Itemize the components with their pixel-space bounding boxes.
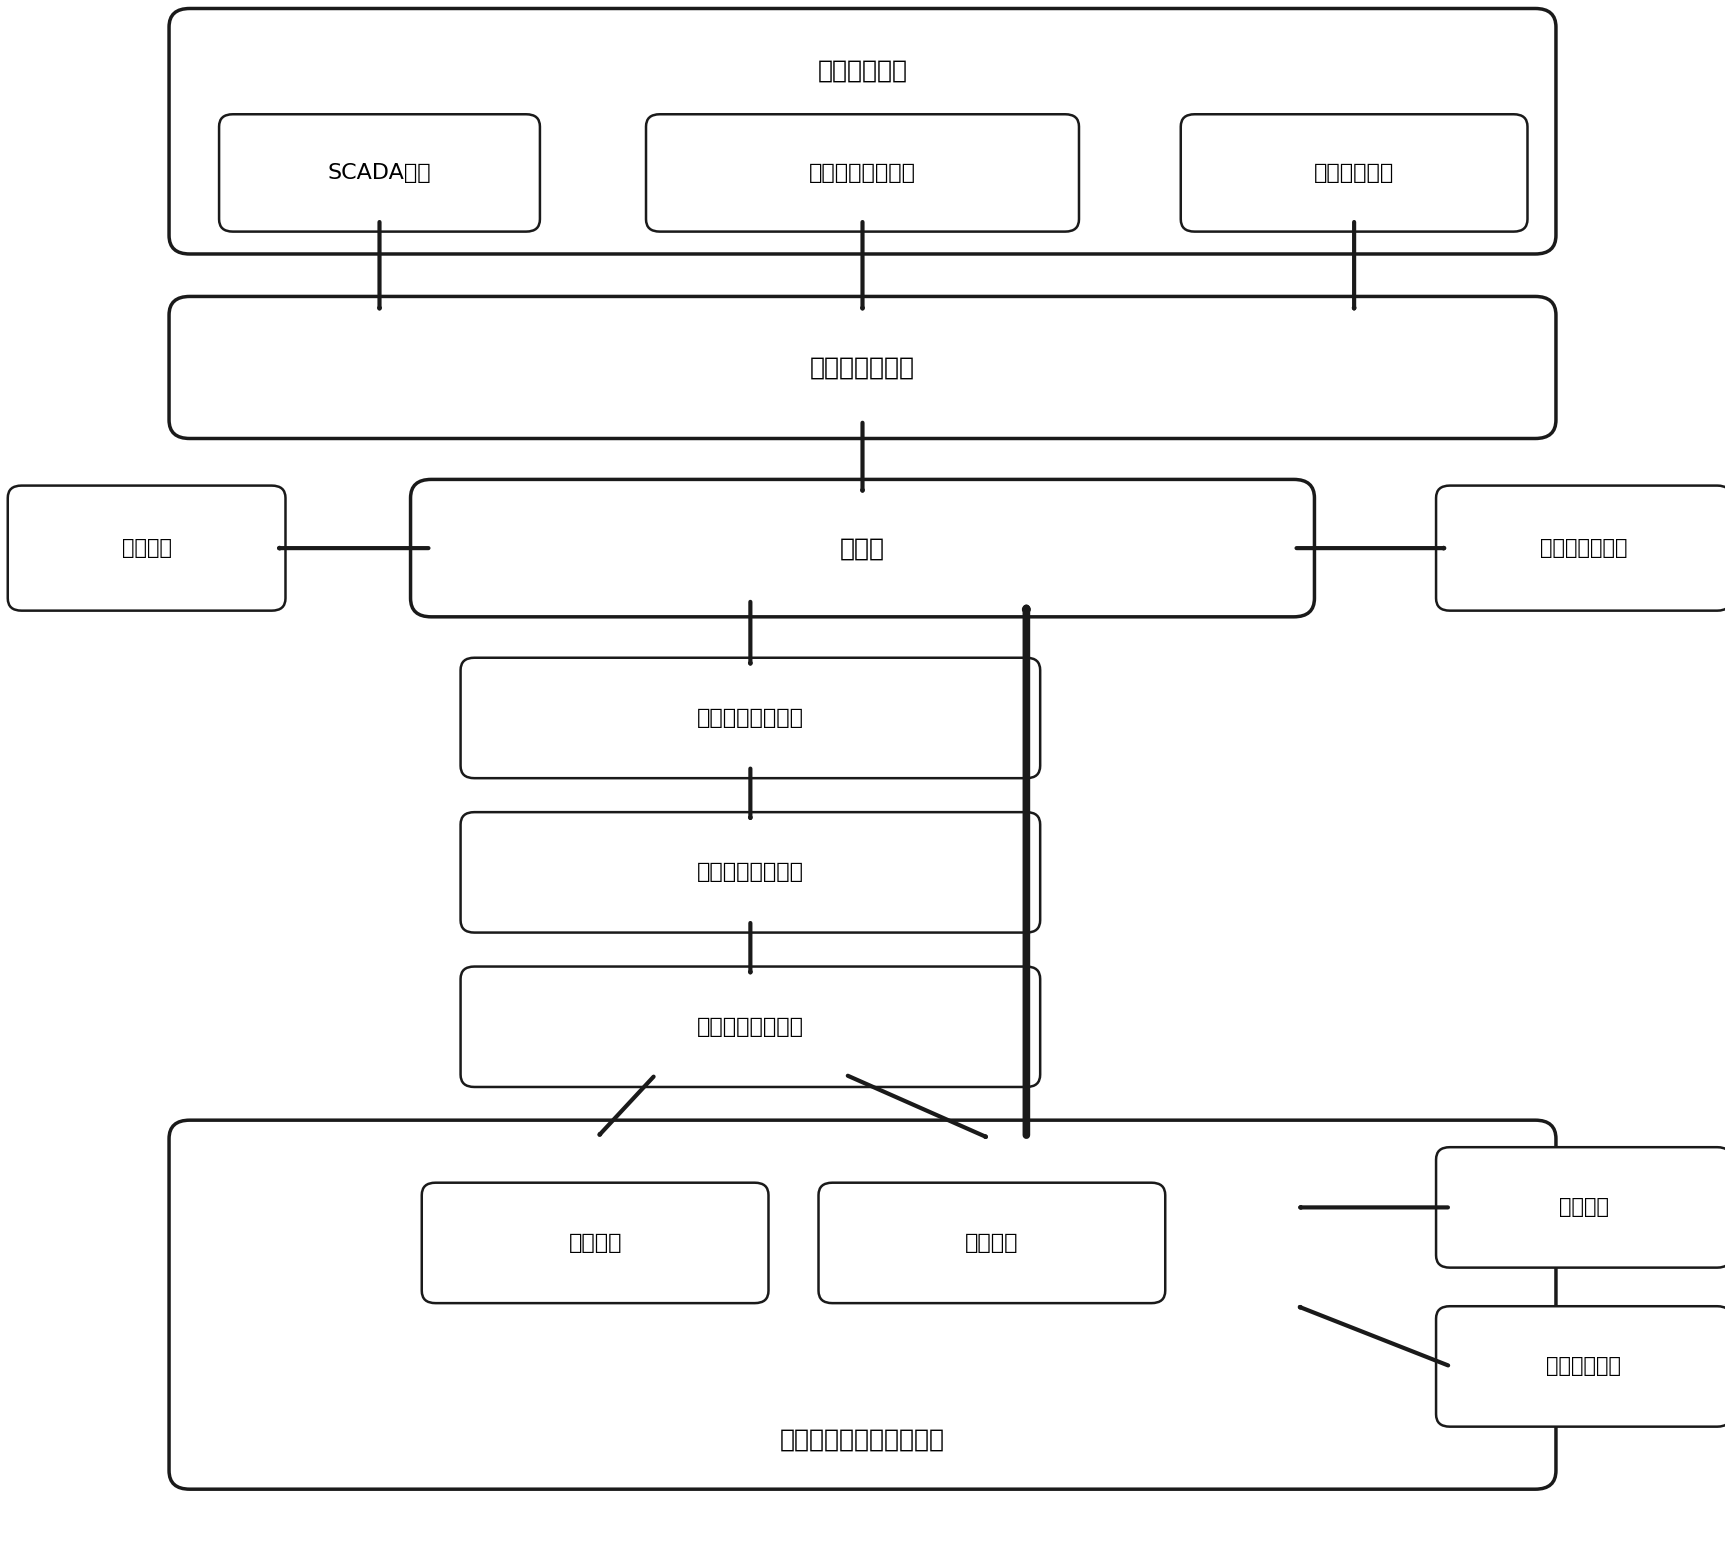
FancyBboxPatch shape (818, 1183, 1166, 1303)
Text: 数据库: 数据库 (840, 536, 885, 560)
FancyBboxPatch shape (411, 479, 1314, 616)
Text: 预测单值: 预测单值 (568, 1234, 623, 1252)
Text: 预测模型训练模块: 预测模型训练模块 (697, 1017, 804, 1036)
Text: SCADA系统: SCADA系统 (328, 164, 431, 182)
Text: 风电场运行控制: 风电场运行控制 (1540, 539, 1627, 557)
FancyBboxPatch shape (461, 967, 1040, 1087)
FancyBboxPatch shape (461, 658, 1040, 778)
Text: 波动范围: 波动范围 (964, 1234, 1019, 1252)
FancyBboxPatch shape (1435, 1306, 1725, 1427)
Text: 测试数据: 测试数据 (1559, 1198, 1608, 1217)
FancyBboxPatch shape (169, 1121, 1556, 1488)
Text: 模型参数优化模块: 模型参数优化模块 (697, 863, 804, 882)
Text: 风电场测风塔: 风电场测风塔 (1314, 164, 1394, 182)
Text: 训练样本筛选模块: 训练样本筛选模块 (697, 709, 804, 727)
FancyBboxPatch shape (421, 1183, 768, 1303)
Text: 数据预处理模块: 数据预处理模块 (811, 355, 914, 380)
Text: 电网调度: 电网调度 (122, 539, 171, 557)
FancyBboxPatch shape (169, 8, 1556, 253)
Text: 置信水平参数: 置信水平参数 (1546, 1357, 1622, 1376)
Text: 数据收集模块: 数据收集模块 (818, 59, 907, 82)
FancyBboxPatch shape (219, 114, 540, 232)
FancyBboxPatch shape (461, 812, 1040, 933)
FancyBboxPatch shape (645, 114, 1080, 232)
FancyBboxPatch shape (169, 296, 1556, 438)
FancyBboxPatch shape (1180, 114, 1528, 232)
FancyBboxPatch shape (1435, 485, 1725, 610)
FancyBboxPatch shape (1435, 1147, 1725, 1268)
FancyBboxPatch shape (9, 485, 285, 610)
Text: 数值天气预报系统: 数值天气预报系统 (809, 164, 916, 182)
Text: 预测及不确定性分析模块: 预测及不确定性分析模块 (780, 1428, 945, 1451)
